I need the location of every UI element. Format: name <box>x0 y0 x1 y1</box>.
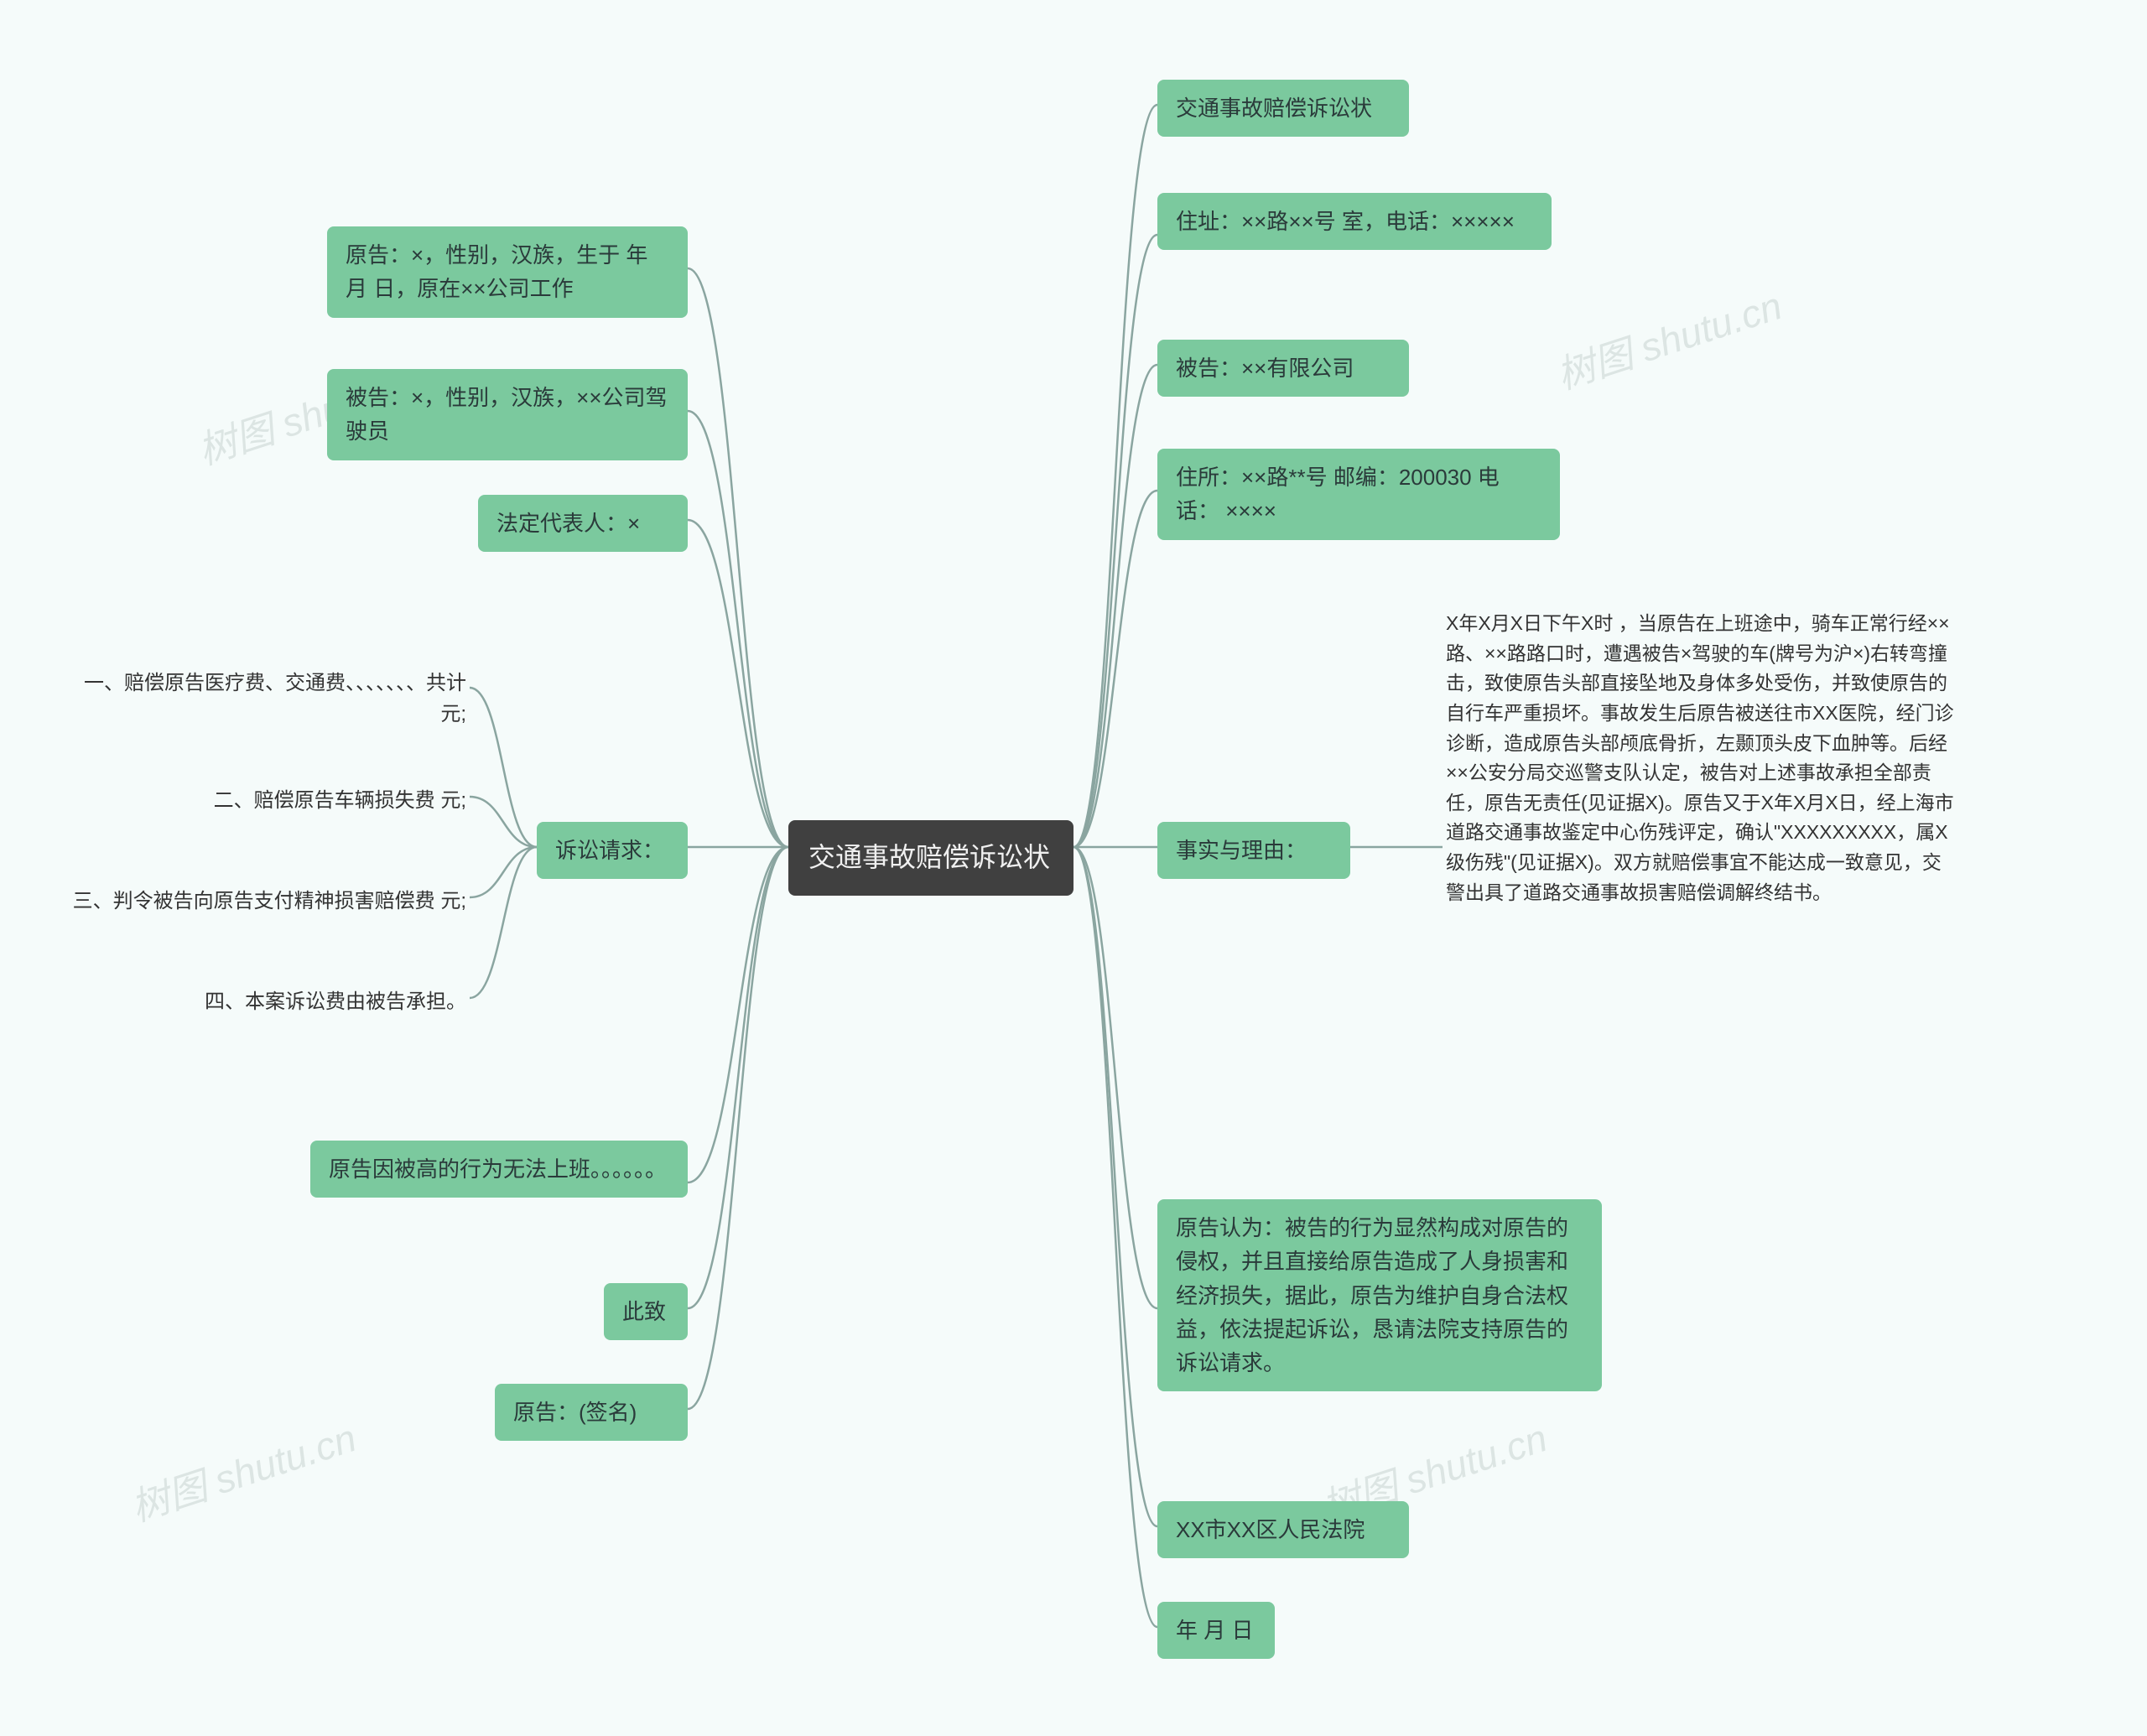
node-claims: 诉讼请求： <box>537 822 688 879</box>
root-node: 交通事故赔偿诉讼状 <box>788 820 1074 896</box>
watermark: 树图 shutu.cn <box>1549 276 1788 401</box>
node-plaintiff-opinion: 原告认为：被告的行为显然构成对原告的侵权，并且直接给原告造成了人身损害和经济损失… <box>1157 1199 1602 1391</box>
node-defendant-company: 被告：××有限公司 <box>1157 340 1409 397</box>
node-court: XX市XX区人民法院 <box>1157 1501 1409 1558</box>
node-legal-rep: 法定代表人：× <box>478 495 688 552</box>
node-defendant-person: 被告：×，性别，汉族，××公司驾驶员 <box>327 369 688 460</box>
node-facts-detail: X年X月X日下午X时 ，当原告在上班途中，骑车正常行经××路、××路路口时，遭遇… <box>1443 604 1962 912</box>
node-facts: 事实与理由： <box>1157 822 1350 879</box>
node-address: 住址：××路××号 室，电话：××××× <box>1157 193 1552 250</box>
node-claim-1: 一、赔偿原告医疗费、交通费、、、、、、、共计 元; <box>50 663 470 735</box>
node-plaintiff-status: 原告因被高的行为无法上班。。。。。。 <box>310 1141 688 1198</box>
node-claim-3: 三、判令被告向原告支付精神损害赔偿费 元; <box>50 881 470 922</box>
node-signature: 原告：(签名) <box>495 1384 688 1441</box>
node-company-address: 住所：××路**号 邮编：200030 电话： ×××× <box>1157 449 1560 540</box>
node-title-dup: 交通事故赔偿诉讼状 <box>1157 80 1409 137</box>
watermark: 树图 shutu.cn <box>123 1408 362 1533</box>
node-sincerely: 此致 <box>604 1283 688 1340</box>
node-plaintiff: 原告：×，性别，汉族，生于 年 月 日，原在××公司工作 <box>327 226 688 318</box>
node-claim-2: 二、赔偿原告车辆损失费 元; <box>151 780 470 821</box>
node-date: 年 月 日 <box>1157 1602 1275 1659</box>
node-claim-4: 四、本案诉讼费由被告承担。 <box>185 981 470 1022</box>
